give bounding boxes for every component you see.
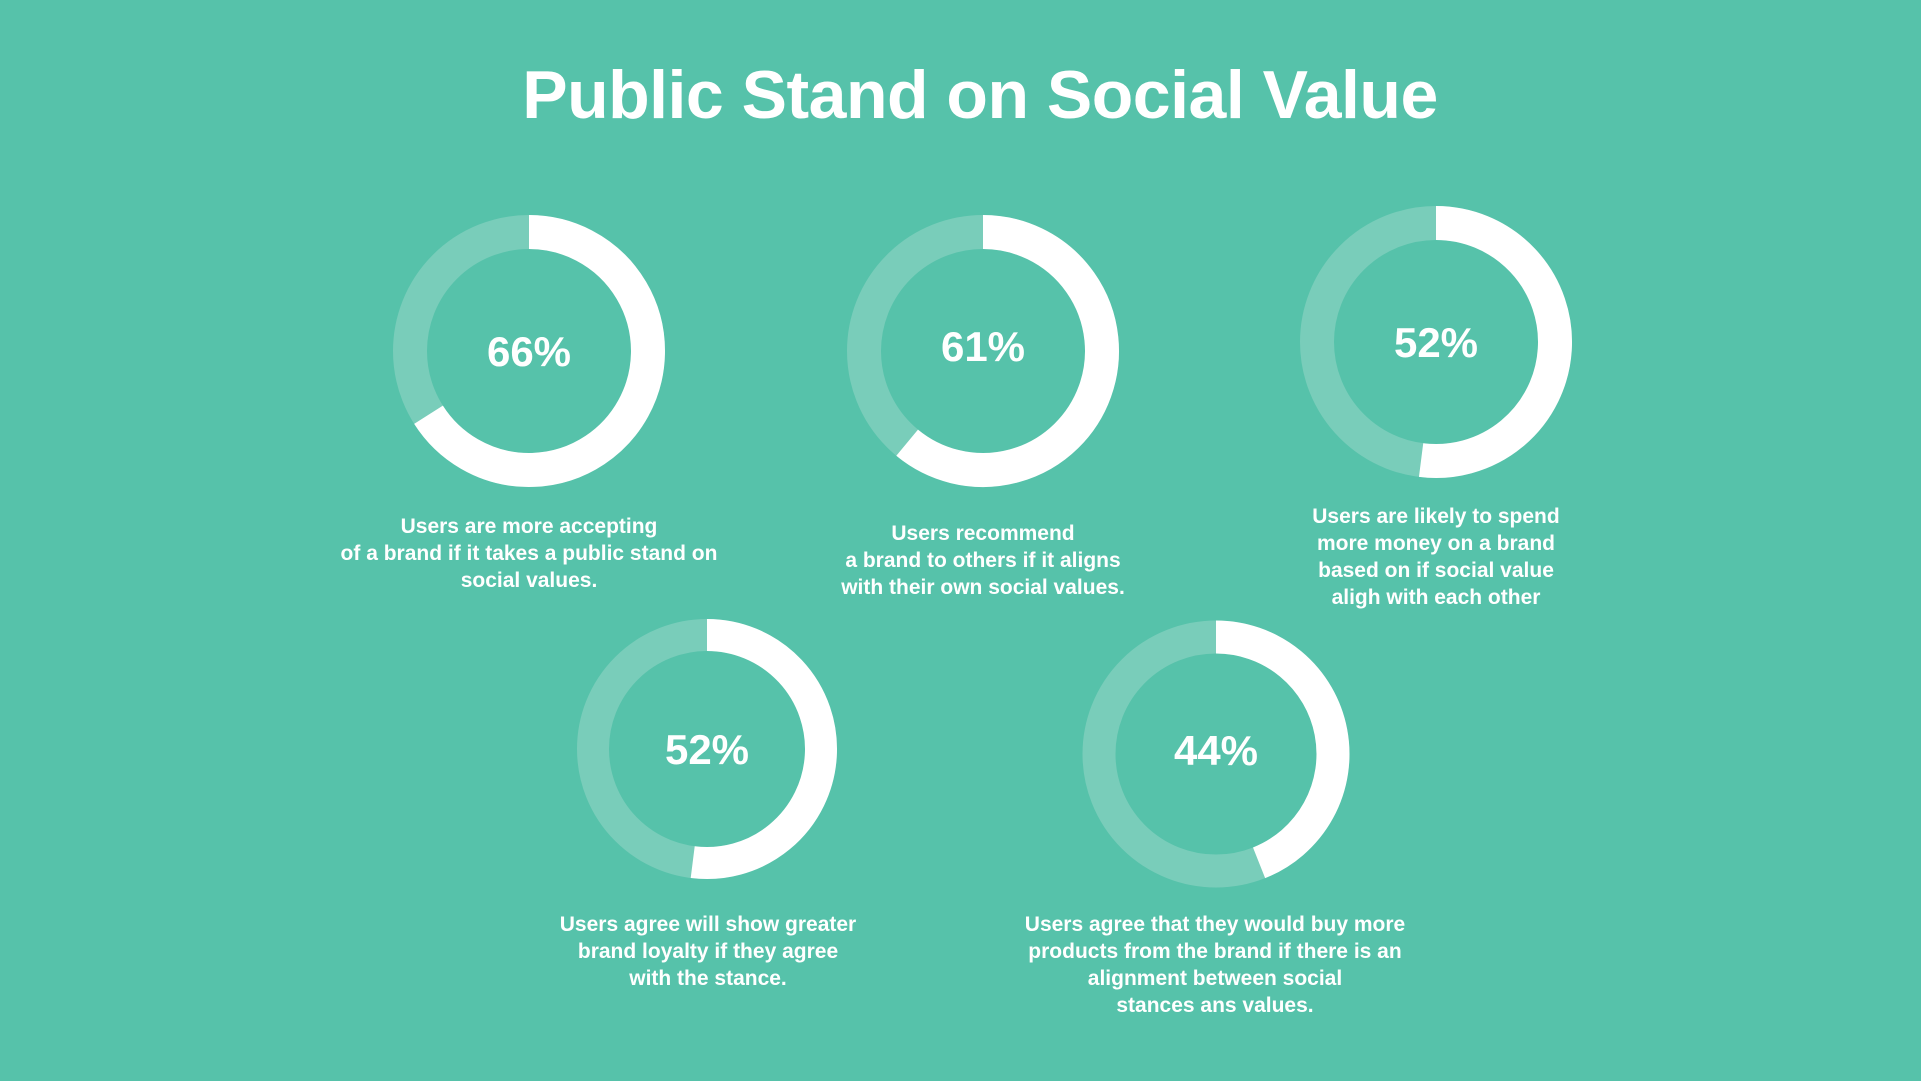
donut-chart-1: 66% — [393, 215, 665, 487]
donut-chart-2: 61% — [847, 215, 1119, 487]
donut-chart-4: 52% — [577, 619, 837, 879]
donut-3-value-arc — [1418, 206, 1572, 478]
donut-4-caption: Users agree will show greater brand loya… — [559, 913, 857, 990]
donut-chart-3: 52% — [1300, 206, 1572, 478]
donut-4-value-arc — [690, 619, 837, 879]
donut-3-caption: Users are likely to spend more money on … — [1312, 505, 1560, 609]
donut-4-percent-label: 52% — [665, 726, 749, 773]
donut-2-caption: Users recommend a brand to others if it … — [841, 522, 1125, 599]
chart-title: Public Stand on Social Value — [522, 57, 1438, 133]
donut-3-percent-label: 52% — [1394, 319, 1478, 366]
donut-2-value-arc — [896, 215, 1119, 487]
donut-1-percent-label: 66% — [487, 328, 571, 375]
donut-5-value-arc — [1215, 620, 1350, 879]
donut-2-percent-label: 61% — [941, 323, 1025, 370]
donut-1-value-arc — [414, 215, 665, 487]
donut-5-caption: Users agree that they would buy more pro… — [1024, 913, 1406, 1017]
donut-chart-5: 44% — [1082, 620, 1350, 888]
donut-5-percent-label: 44% — [1174, 727, 1258, 774]
donut-1-caption: Users are more accepting of a brand if i… — [340, 515, 718, 592]
